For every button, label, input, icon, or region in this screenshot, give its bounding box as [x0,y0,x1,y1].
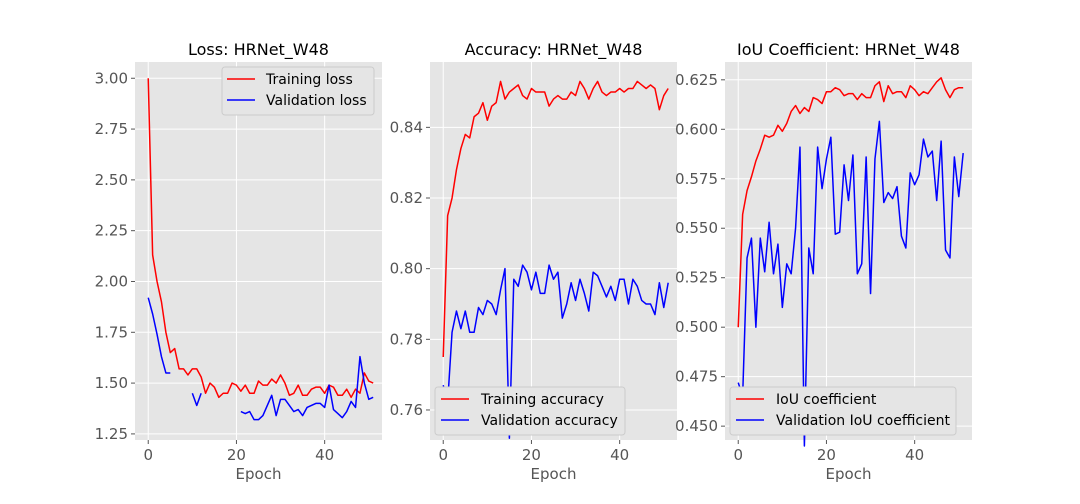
y-tick-label: 2.50 [95,171,128,189]
y-tick-label: 0.450 [675,417,718,435]
x-tick-label: 20 [227,446,246,464]
y-tick-label: 0.475 [675,368,718,386]
panel-iou: IoU Coefficient: HRNet_W48 0.450 0.475 0.5… [675,40,972,483]
y-tick-label: 0.525 [675,269,718,287]
series-group [442,80,669,439]
panel-loss: Loss: HRNet_W48 1.25 1.50 1.75 2.00 2.25 2.50… [95,40,382,483]
x-axis-label: Epoch [531,465,577,483]
panel-title: Loss: HRNet_W48 [188,40,329,60]
x-tick-label: 40 [315,446,334,464]
x-tick-labels: 0 20 40 [143,440,334,464]
series-line-training [737,77,964,328]
y-tick-label: 0.76 [390,401,423,419]
y-tick-labels: 0.76 0.78 0.80 0.82 0.84 [390,118,430,419]
y-tick-label: 0.80 [390,260,423,278]
plot-area [135,62,382,440]
series-line-validation [737,120,964,447]
y-tick-label: 0.550 [675,219,718,237]
legend-box [221,66,375,116]
x-tick-label: 0 [438,446,448,464]
legend-label-validation-iou-coefficient: Validation IoU coefficient [776,413,950,429]
legend: Training loss Validation loss [221,66,375,116]
y-tick-label: 0.575 [675,170,718,188]
legend-label-validation-accuracy: Validation accuracy [481,413,618,429]
y-tick-label: 1.25 [95,425,128,443]
y-tick-label: 0.600 [675,120,718,138]
y-tick-labels: 0.450 0.475 0.500 0.525 0.550 0.575 0.600 0.625 [675,71,725,435]
x-tick-label: 0 [733,446,743,464]
grid [430,62,677,440]
legend-label-training-loss: Training loss [265,72,353,88]
y-tick-labels: 1.25 1.50 1.75 2.00 2.25 2.50 2.75 3.00 [95,69,135,443]
series-line-validation [191,393,202,407]
series-line-validation [147,297,171,374]
x-tick-labels: 0 20 40 [733,440,924,464]
y-tick-label: 0.625 [675,71,718,89]
legend-label-iou-coefficient: IoU coefficient [776,392,877,408]
legend-label-training-accuracy: Training accuracy [480,392,604,408]
y-tick-label: 0.84 [390,118,423,136]
y-tick-label: 0.78 [390,330,423,348]
panel-title: Accuracy: HRNet_W48 [465,40,643,60]
y-tick-label: 1.75 [95,323,128,341]
legend-label-validation-loss: Validation loss [266,93,367,109]
series-group [737,77,964,447]
x-tick-label: 40 [610,446,629,464]
x-tick-label: 0 [143,446,153,464]
x-tick-label: 40 [905,446,924,464]
legend: Training accuracy Validation accuracy [434,386,626,436]
x-tick-labels: 0 20 40 [438,440,629,464]
legend: IoU coefficient Validation IoU coefficie… [729,386,957,436]
x-tick-label: 20 [817,446,836,464]
y-tick-label: 2.25 [95,222,128,240]
grid [725,62,972,440]
series-line-training [147,78,374,399]
series-group [147,78,374,421]
plot-area [430,62,677,440]
y-tick-label: 1.50 [95,374,128,392]
y-tick-label: 2.75 [95,120,128,138]
y-tick-label: 3.00 [95,69,128,87]
x-tick-label: 20 [522,446,541,464]
legend-box [729,386,957,436]
panel-title: IoU Coefficient: HRNet_W48 [737,40,960,60]
series-line-validation [442,264,669,439]
x-axis-label: Epoch [826,465,872,483]
x-axis-label: Epoch [236,465,282,483]
y-tick-label: 2.00 [95,272,128,290]
legend-box [434,386,626,436]
series-line-training [442,80,669,358]
y-tick-label: 0.82 [390,189,423,207]
series-line-validation [240,355,374,421]
y-tick-label: 0.500 [675,318,718,336]
panel-accuracy: Accuracy: HRNet_W48 0.76 0.78 0.80 0.82 0.84… [390,40,677,483]
